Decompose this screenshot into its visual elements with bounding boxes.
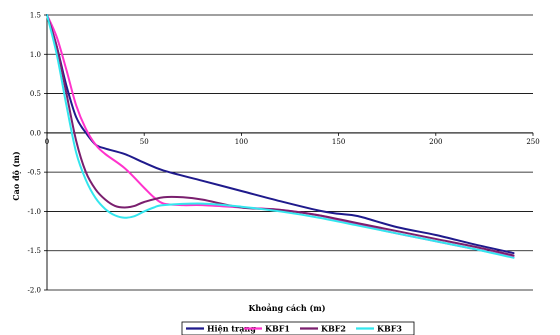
legend-label-3: KBF2 — [321, 324, 346, 334]
y-tick-label: -2.0 — [28, 287, 42, 295]
legend-label-2: KBF1 — [265, 324, 290, 334]
y-tick-label: -1.5 — [28, 247, 42, 255]
y-tick-label: -0.5 — [28, 169, 42, 177]
series-line-2 — [46, 14, 515, 258]
y-tick-label: 0.0 — [30, 129, 41, 137]
x-axis-title: Khoảng cách (m) — [248, 303, 325, 313]
y-tick-labels: 1.5 1.0 0.5 0.0 -0.5 -1.0 -1.5 -2.0 — [28, 12, 47, 295]
series-lines — [46, 14, 515, 259]
axes — [46, 15, 533, 290]
legend-label-4: KBF3 — [377, 324, 402, 334]
x-tick-label: 250 — [526, 138, 539, 146]
legend-box — [181, 321, 415, 335]
x-tick-label: 150 — [332, 138, 345, 146]
x-tick-label: 100 — [235, 138, 248, 146]
y-tick-label: 1.5 — [30, 12, 41, 20]
x-tick-label: 50 — [140, 138, 149, 146]
legend-label-1: Hiện trạng — [207, 324, 256, 334]
y-axis-title: Cao độ (m) — [11, 151, 21, 201]
y-tick-label: 0.5 — [30, 90, 41, 98]
x-tick-labels: 0 50 100 150 200 250 — [45, 132, 540, 146]
series-line-1 — [46, 14, 515, 255]
x-tick-label: 200 — [429, 138, 442, 146]
legend: Hiện trạng KBF1 KBF2 KBF3 — [181, 321, 415, 335]
x-tick-label: 0 — [45, 138, 49, 146]
y-tick-label: -1.0 — [28, 208, 42, 216]
y-tick-label: 1.0 — [30, 51, 41, 59]
series-line-4 — [46, 14, 515, 259]
series-line-3 — [46, 14, 515, 257]
